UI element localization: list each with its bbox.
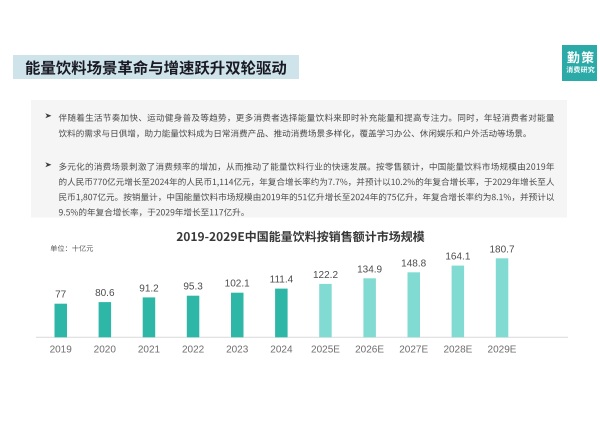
svg-text:77: 77 <box>55 290 67 301</box>
svg-text:91.2: 91.2 <box>139 283 159 294</box>
svg-text:2026E: 2026E <box>355 345 384 356</box>
svg-text:2029E: 2029E <box>488 345 517 356</box>
svg-text:2022: 2022 <box>182 345 205 356</box>
svg-text:2027E: 2027E <box>399 345 428 356</box>
svg-text:2020: 2020 <box>94 345 117 356</box>
svg-text:2028E: 2028E <box>443 345 472 356</box>
svg-text:102.1: 102.1 <box>225 279 250 290</box>
svg-text:180.7: 180.7 <box>489 244 514 255</box>
svg-text:148.8: 148.8 <box>401 258 426 269</box>
svg-text:164.1: 164.1 <box>445 252 470 263</box>
svg-text:122.2: 122.2 <box>313 270 338 281</box>
svg-text:111.4: 111.4 <box>270 275 294 286</box>
svg-text:95.3: 95.3 <box>183 282 203 293</box>
svg-text:2023: 2023 <box>226 345 249 356</box>
svg-text:2019: 2019 <box>50 345 73 356</box>
svg-text:2025E: 2025E <box>311 345 340 356</box>
svg-text:2024: 2024 <box>270 345 293 356</box>
svg-text:134.9: 134.9 <box>357 264 382 275</box>
svg-text:2021: 2021 <box>138 345 161 356</box>
svg-text:80.6: 80.6 <box>95 288 115 299</box>
